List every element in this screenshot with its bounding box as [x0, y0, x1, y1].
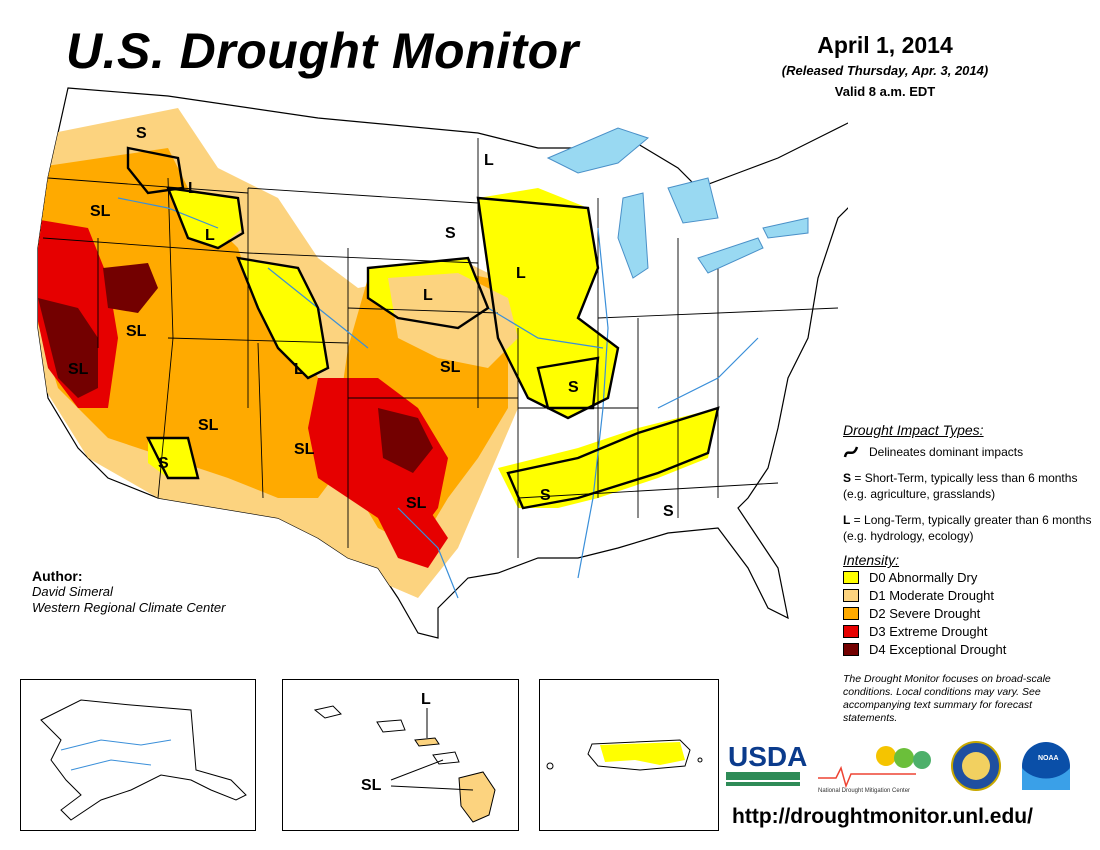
- state-boundaries: [42, 138, 839, 558]
- release-date: (Released Thursday, Apr. 3, 2014): [781, 63, 989, 78]
- legend-item: D2 Severe Drought: [843, 604, 1093, 622]
- ndmc-logo: National Drought Mitigation Center: [818, 746, 931, 794]
- disclaimer-note: The Drought Monitor focuses on broad-sca…: [843, 673, 1051, 724]
- conus-drought-map: S SL L L SL SL SL S L SL SL SL L S L L S…: [37, 87, 848, 639]
- impact-delineations: [126, 146, 720, 510]
- legend-label: D4 Exceptional Drought: [869, 641, 1007, 657]
- legend-label: D0 Abnormally Dry: [869, 569, 978, 585]
- label-tx-sl: SL: [406, 495, 427, 512]
- legend-label: D3 Extreme Drought: [869, 623, 988, 639]
- d2-oregon: [58, 168, 188, 238]
- label-oregon-sl: SL: [90, 203, 111, 220]
- author-label: Author:: [32, 568, 83, 584]
- label-co-l: L: [294, 361, 304, 378]
- d4-california: [38, 298, 98, 398]
- label-hi-sl: SL: [361, 777, 382, 794]
- legend-label: D1 Moderate Drought: [869, 587, 995, 603]
- legend-label: D2 Severe Drought: [869, 605, 981, 621]
- great-lakes: [546, 127, 809, 279]
- label-az-sl: SL: [198, 417, 219, 434]
- short-term-key: S: [843, 471, 852, 485]
- legend-item: D0 Abnormally Dry: [843, 568, 1093, 586]
- label-ia-l: L: [516, 265, 526, 282]
- lake-michigan: [617, 192, 649, 279]
- agency-logos: USDA National Drought Mitigation Center …: [726, 741, 1070, 794]
- long-term-key: L: [843, 513, 851, 527]
- website-link[interactable]: http://droughtmonitor.unl.edu/: [732, 805, 1033, 828]
- label-idaho-l: L: [188, 180, 198, 197]
- d4-panhandle: [378, 408, 433, 473]
- lake-huron: [667, 177, 719, 224]
- label-plains-sl: SL: [440, 359, 461, 376]
- puerto-rico-map: [546, 739, 703, 771]
- label-nevada-sl: SL: [126, 323, 147, 340]
- legend-swatch: [843, 570, 859, 584]
- label-mn-l: L: [484, 152, 494, 169]
- label-hi-l: L: [421, 691, 431, 708]
- ndmc-logo-text: National Drought Mitigation Center: [818, 788, 910, 794]
- author-block: Author: David Simeral Western Regional C…: [32, 568, 225, 616]
- lake-erie: [697, 237, 764, 274]
- legend-item: D3 Extreme Drought: [843, 622, 1093, 640]
- label-ga-s: S: [663, 503, 674, 520]
- valid-time: Valid 8 a.m. EDT: [834, 84, 936, 99]
- noaa-logo-text: NOAA: [1038, 755, 1059, 762]
- d0-south: [498, 408, 718, 508]
- commerce-seal: [951, 741, 1001, 791]
- short-term-text: = Short-Term, typically less than 6 mont…: [843, 471, 1078, 501]
- label-cal-sl: SL: [68, 361, 89, 378]
- legend-item: D1 Moderate Drought: [843, 586, 1093, 604]
- noaa-logo: NOAA: [1022, 742, 1070, 790]
- author-name: David Simeral: [32, 584, 113, 599]
- legend-item: D4 Exceptional Drought: [843, 640, 1093, 658]
- label-mo-s: S: [568, 379, 579, 396]
- lake-ontario: [762, 217, 809, 239]
- label-nw-s: S: [136, 125, 147, 142]
- usda-logo: USDA: [726, 741, 807, 786]
- legend-swatch: [843, 624, 859, 638]
- delineates-row: Delineates dominant impacts: [843, 444, 1093, 460]
- label-sd-s: S: [445, 225, 456, 242]
- delineates-text: Delineates dominant impacts: [869, 445, 1024, 459]
- intensity-title: Intensity:: [843, 552, 900, 568]
- hawaii-inset: L SL: [282, 679, 519, 831]
- legend-swatch: [843, 642, 859, 656]
- rivers: [117, 197, 759, 599]
- legend-swatch: [843, 588, 859, 602]
- label-ne-l: L: [423, 287, 433, 304]
- lake-superior: [546, 127, 650, 174]
- hawaii-map: L SL: [313, 691, 496, 823]
- usda-logo-text: USDA: [728, 741, 807, 772]
- alaska-map: [40, 699, 247, 821]
- label-nm-sl: SL: [294, 441, 315, 458]
- author-org: Western Regional Climate Center: [32, 600, 226, 615]
- map-title: U.S. Drought Monitor: [66, 23, 579, 79]
- alaska-inset: [20, 679, 256, 831]
- label-ar-s: S: [540, 487, 551, 504]
- long-term-def: L = Long-Term, typically greater than 6 …: [843, 512, 1093, 544]
- intensity-legend: D0 Abnormally Dry D1 Moderate Drought D2 S…: [843, 568, 1093, 658]
- long-term-text: = Long-Term, typically greater than 6 mo…: [843, 513, 1092, 543]
- date-block: April 1, 2014 (Released Thursday, Apr. 3…: [740, 32, 1030, 99]
- label-idaho-l2: L: [205, 227, 215, 244]
- d4-nevada: [103, 263, 158, 313]
- legend-swatch: [843, 606, 859, 620]
- d1-central: [388, 273, 518, 368]
- impact-types-panel: Drought Impact Types: Delineates dominan…: [843, 422, 1093, 658]
- d3-texas: [378, 508, 448, 568]
- impact-types-title: Drought Impact Types:: [843, 422, 984, 438]
- d0-colorado: [238, 258, 328, 378]
- delineation-line-icon: [843, 446, 859, 458]
- short-term-def: S = Short-Term, typically less than 6 mo…: [843, 470, 1093, 502]
- label-az-s: S: [158, 455, 169, 472]
- puerto-rico-inset: [539, 679, 719, 831]
- valid-date: April 1, 2014: [817, 32, 953, 58]
